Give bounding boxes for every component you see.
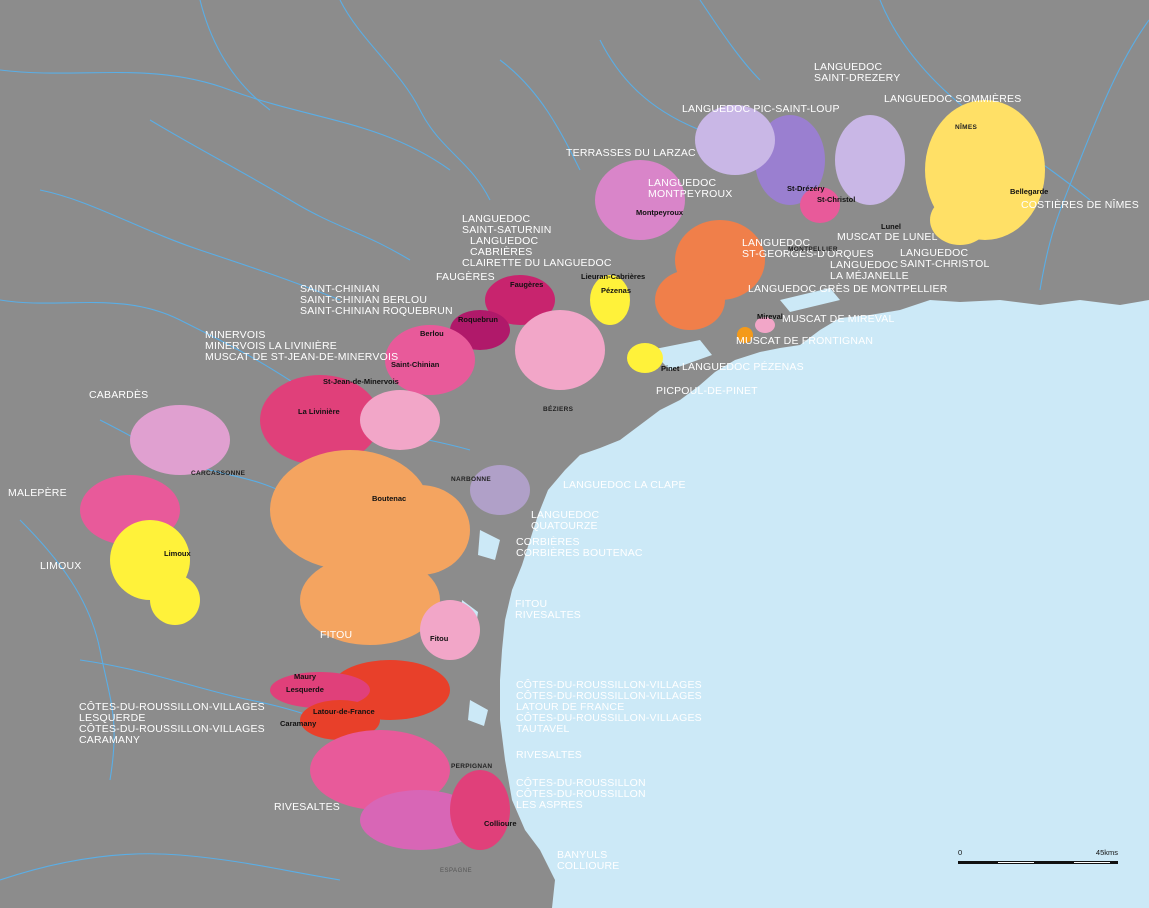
country-label-espagne: ESPAGNE bbox=[440, 868, 473, 874]
label-fitou-inland: FITOU bbox=[320, 629, 353, 641]
label-languedoc-sommieres: LANGUEDOC SOMMIÈRES bbox=[884, 93, 1022, 105]
town-maury: Maury bbox=[294, 672, 317, 681]
label-picpoul-de-pinet: PICPOUL-DE-PINET bbox=[656, 385, 758, 397]
label-languedoc-montpeyroux: LANGUEDOC MONTPEYROUX bbox=[648, 177, 733, 200]
town-pezenas: Pézenas bbox=[601, 286, 632, 295]
label-faugeres: FAUGÈRES bbox=[436, 271, 495, 283]
label-cabardes: CABARDÈS bbox=[89, 389, 149, 401]
town-saint-chinian: Saint-Chinian bbox=[391, 360, 440, 369]
label-muscat-de-frontignan: MUSCAT DE FRONTIGNAN bbox=[736, 335, 874, 347]
town-roquebrun: Roquebrun bbox=[458, 315, 498, 324]
label-costieres-de-nimes: COSTIÈRES DE NÎMES bbox=[1021, 199, 1139, 211]
town-montpeyroux: Montpeyroux bbox=[636, 208, 684, 217]
label-rivesaltes-coast: RIVESALTES bbox=[516, 749, 582, 761]
label-corbieres: CORBIÈRES CORBIÈRES BOUTENAC bbox=[516, 536, 643, 559]
town-la-liviniere: La Livinière bbox=[298, 407, 340, 416]
scale-end-label: 45kms bbox=[1095, 848, 1118, 857]
town-mireval: Mireval bbox=[757, 312, 783, 321]
label-fitou-rivesaltes: FITOU RIVESALTES bbox=[515, 598, 581, 621]
label-languedoc-saint-drezery: LANGUEDOC SAINT-DREZERY bbox=[814, 61, 901, 84]
label-cotes-du-roussillon: CÔTES-DU-ROUSSILLON CÔTES-DU-ROUSSILLON LE… bbox=[516, 777, 646, 811]
label-limoux: LIMOUX bbox=[40, 560, 82, 572]
vineyard-areas bbox=[80, 100, 1045, 850]
town-latour: Latour-de-France bbox=[313, 707, 375, 716]
label-cotes-lesquerde-caramany: CÔTES-DU-ROUSSILLON-VILLAGES LESQUERDE CÔT… bbox=[79, 701, 265, 746]
town-caramany: Caramany bbox=[280, 719, 317, 728]
city-beziers: BÉZIERS bbox=[543, 406, 574, 413]
city-nimes: NÎMES bbox=[955, 124, 978, 131]
city-perpignan: PERPIGNAN bbox=[451, 763, 493, 770]
scale-start-label: 0 bbox=[958, 848, 963, 857]
label-saint-chinian: SAINT-CHINIAN SAINT-CHINIAN BERLOU SAINT-C… bbox=[300, 283, 453, 317]
label-languedoc-gres: LANGUEDOC GRÈS DE MONTPELLIER bbox=[748, 283, 948, 295]
town-collioure: Collioure bbox=[484, 819, 517, 828]
label-muscat-de-mireval: MUSCAT DE MIREVAL bbox=[782, 313, 895, 325]
town-lunel: Lunel bbox=[881, 222, 901, 231]
label-languedoc-la-mejanelle: LANGUEDOC LA MÉJANELLE bbox=[830, 259, 909, 282]
town-lesquerde: Lesquerde bbox=[286, 685, 324, 694]
label-banyuls: BANYULS COLLIOURE bbox=[557, 849, 620, 872]
label-minervois: MINERVOIS MINERVOIS LA LIVINIÈRE MUSCAT DE… bbox=[205, 329, 399, 363]
scale-bar: 0 45kms bbox=[958, 848, 1118, 874]
scale-bar-line bbox=[958, 861, 1118, 864]
town-st-jean: St-Jean-de-Minervois bbox=[323, 377, 399, 386]
city-montpellier: MONTPELLIER bbox=[788, 246, 838, 253]
label-cotes-villages-group: CÔTES-DU-ROUSSILLON-VILLAGES CÔTES-DU-ROU… bbox=[516, 679, 702, 735]
town-berlou: Berlou bbox=[420, 329, 444, 338]
city-carcassonne: CARCASSONNE bbox=[191, 470, 246, 477]
town-boutenac: Boutenac bbox=[372, 494, 407, 503]
label-languedoc-quatourze: LANGUEDOC QUATOURZE bbox=[531, 509, 600, 532]
label-muscat-de-lunel: MUSCAT DE LUNEL bbox=[837, 231, 938, 243]
town-st-drezery: St-Drézéry bbox=[787, 184, 825, 193]
town-fitou: Fitou bbox=[430, 634, 449, 643]
label-malepere: MALEPÈRE bbox=[8, 487, 67, 499]
city-narbonne: NARBONNE bbox=[451, 476, 491, 483]
label-terrasses-du-larzac: TERRASSES DU LARZAC bbox=[566, 147, 696, 159]
town-st-christol: St-Christol bbox=[817, 195, 856, 204]
label-rivesaltes-inland: RIVESALTES bbox=[274, 801, 340, 813]
town-pinet: Pinet bbox=[661, 364, 680, 373]
label-languedoc-saint-christol: LANGUEDOC SAINT-CHRISTOL bbox=[900, 247, 990, 270]
label-languedoc-la-clape: LANGUEDOC LA CLAPE bbox=[563, 479, 686, 491]
label-languedoc-pic-saint-loup: LANGUEDOC PIC-SAINT-LOUP bbox=[682, 103, 840, 115]
label-languedoc-saint-saturnin: LANGUEDOC SAINT-SATURNIN LANGUEDOC CABRIÈRE… bbox=[462, 213, 612, 269]
town-lieuran: Lieuran-Cabrières bbox=[581, 272, 646, 281]
mediterranean-sea bbox=[500, 300, 1149, 908]
town-limoux: Limoux bbox=[164, 549, 191, 558]
label-languedoc-pezenas: LANGUEDOC PÉZENAS bbox=[682, 361, 804, 373]
label-languedoc-saint-georges: LANGUEDOC ST-GEORGES-D'ORQUES bbox=[742, 237, 874, 260]
town-faugeres: Faugères bbox=[510, 280, 544, 289]
town-bellegarde: Bellegarde bbox=[1010, 187, 1049, 196]
